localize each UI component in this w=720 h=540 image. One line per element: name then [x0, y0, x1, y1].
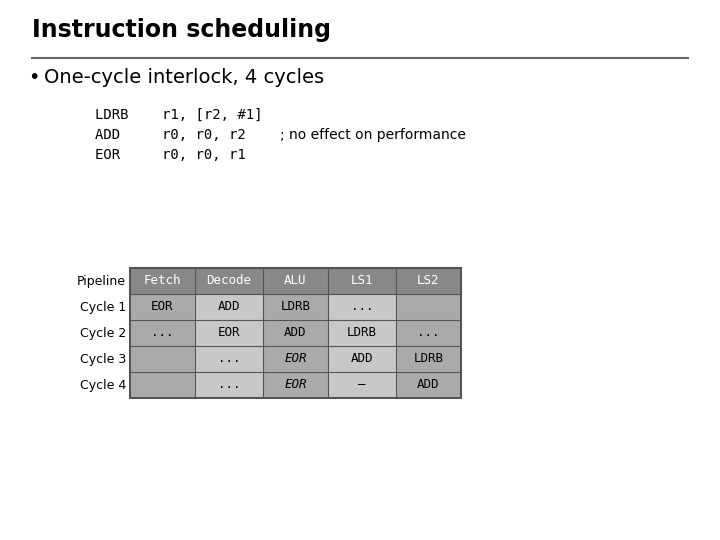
- Text: ...: ...: [151, 327, 174, 340]
- Text: LDRB: LDRB: [281, 300, 310, 314]
- Bar: [130, 320, 195, 346]
- Text: —: —: [359, 379, 366, 392]
- Text: ADD     r0, r0, r2: ADD r0, r0, r2: [95, 128, 246, 142]
- Text: EOR: EOR: [151, 300, 174, 314]
- Text: LDRB    r1, [r2, #1]: LDRB r1, [r2, #1]: [95, 108, 263, 122]
- Text: EOR     r0, r0, r1: EOR r0, r0, r1: [95, 148, 246, 162]
- Bar: [130, 268, 461, 398]
- Bar: [263, 268, 328, 294]
- Bar: [263, 372, 328, 398]
- Text: Fetch: Fetch: [144, 274, 181, 287]
- Bar: [195, 294, 263, 320]
- Text: ...: ...: [418, 327, 440, 340]
- Text: ADD: ADD: [284, 327, 307, 340]
- Text: EOR: EOR: [284, 353, 307, 366]
- Text: Cycle 4: Cycle 4: [80, 379, 126, 392]
- Text: Pipeline: Pipeline: [77, 274, 126, 287]
- Text: Instruction scheduling: Instruction scheduling: [32, 18, 331, 42]
- Text: Cycle 3: Cycle 3: [80, 353, 126, 366]
- Bar: [328, 320, 396, 346]
- Text: ...: ...: [351, 300, 373, 314]
- Text: LS2: LS2: [418, 274, 440, 287]
- Text: One-cycle interlock, 4 cycles: One-cycle interlock, 4 cycles: [44, 68, 324, 87]
- Bar: [328, 294, 396, 320]
- Bar: [130, 372, 195, 398]
- Bar: [396, 294, 461, 320]
- Bar: [396, 372, 461, 398]
- Bar: [263, 320, 328, 346]
- Bar: [195, 320, 263, 346]
- Bar: [396, 346, 461, 372]
- Text: Cycle 2: Cycle 2: [80, 327, 126, 340]
- Bar: [328, 346, 396, 372]
- Text: LS1: LS1: [351, 274, 373, 287]
- Bar: [195, 372, 263, 398]
- Text: •: •: [28, 68, 40, 87]
- Bar: [130, 294, 195, 320]
- Text: EOR: EOR: [284, 379, 307, 392]
- Text: ADD: ADD: [351, 353, 373, 366]
- Bar: [195, 268, 263, 294]
- Text: LDRB: LDRB: [413, 353, 444, 366]
- Bar: [195, 346, 263, 372]
- Text: EOR: EOR: [217, 327, 240, 340]
- Bar: [130, 346, 195, 372]
- Bar: [396, 320, 461, 346]
- Text: ...: ...: [217, 379, 240, 392]
- Text: LDRB: LDRB: [347, 327, 377, 340]
- Text: ALU: ALU: [284, 274, 307, 287]
- Text: Cycle 1: Cycle 1: [80, 300, 126, 314]
- Bar: [328, 372, 396, 398]
- Text: ADD: ADD: [418, 379, 440, 392]
- Text: ADD: ADD: [217, 300, 240, 314]
- Bar: [130, 268, 195, 294]
- Bar: [263, 294, 328, 320]
- Bar: [396, 268, 461, 294]
- Bar: [328, 268, 396, 294]
- Text: ; no effect on performance: ; no effect on performance: [280, 128, 466, 142]
- Bar: [263, 346, 328, 372]
- Text: ...: ...: [217, 353, 240, 366]
- Text: Decode: Decode: [207, 274, 251, 287]
